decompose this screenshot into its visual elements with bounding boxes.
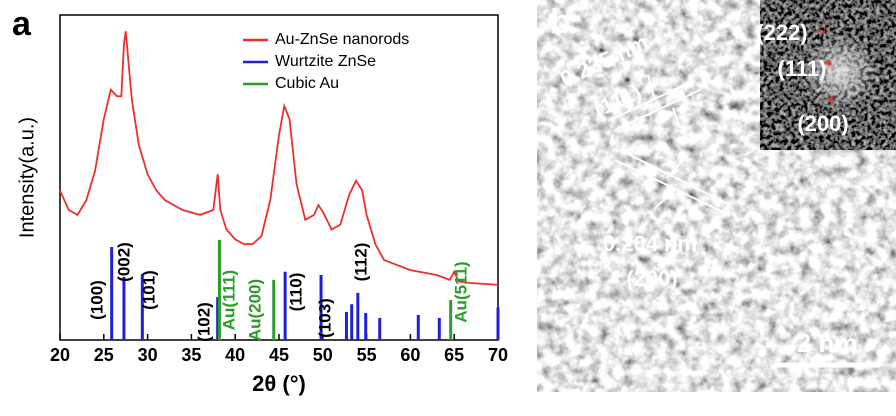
x-tick-label: 40 xyxy=(225,345,245,365)
x-tick-label: 55 xyxy=(357,345,377,365)
y-axis-label: Intensity(a.u.) xyxy=(16,117,38,238)
peak-label: (101) xyxy=(139,270,158,310)
x-tick-label: 50 xyxy=(313,345,333,365)
x-tick-label: 30 xyxy=(138,345,158,365)
page: {"chart_data": {"type": "line", "panel_l… xyxy=(0,0,896,411)
peak-label: (112) xyxy=(351,243,370,282)
fft-spot xyxy=(829,98,834,103)
legend-label: Cubic Au xyxy=(275,75,339,92)
scale-bar-label: 2 nm xyxy=(797,328,858,358)
figure: a b 0.235 nm (111) 0.204 nm (200) (222) … xyxy=(0,0,896,411)
spacing-label: 0.204 nm xyxy=(603,231,697,256)
peak-label: (100) xyxy=(87,280,106,320)
fft-spot xyxy=(827,61,832,66)
x-tick-label: 35 xyxy=(181,345,201,365)
x-tick-label: 20 xyxy=(50,345,70,365)
panel-label: b xyxy=(550,3,571,41)
peak-label: Au(511) xyxy=(451,261,470,322)
peak-label: Au(111) xyxy=(219,270,238,330)
x-tick-label: 25 xyxy=(94,345,114,365)
peak-label: (102) xyxy=(194,302,213,342)
legend-label: Au-ZnSe nanorods xyxy=(275,31,409,48)
x-tick-label: 70 xyxy=(488,345,508,365)
peak-label: Au(200) xyxy=(245,279,264,341)
x-tick-label: 45 xyxy=(269,345,289,365)
peak-label: (103) xyxy=(315,298,334,338)
x-tick-label: 65 xyxy=(444,345,464,365)
plane-label: (200) xyxy=(626,266,677,291)
fft-label: (200) xyxy=(797,111,848,136)
peak-label: (002) xyxy=(114,242,133,282)
peak-label: (110) xyxy=(286,273,305,312)
x-axis-label: 2θ (°) xyxy=(252,371,306,396)
x-tick-label: 60 xyxy=(400,345,420,365)
tem-panel: b 0.235 nm (111) 0.204 nm (200) (222) (1… xyxy=(537,0,896,392)
panel-label: a xyxy=(12,5,32,43)
legend-label: Wurtzite ZnSe xyxy=(275,53,376,70)
fft-label: (111) xyxy=(778,56,827,81)
fft-label: (222) xyxy=(756,20,807,45)
